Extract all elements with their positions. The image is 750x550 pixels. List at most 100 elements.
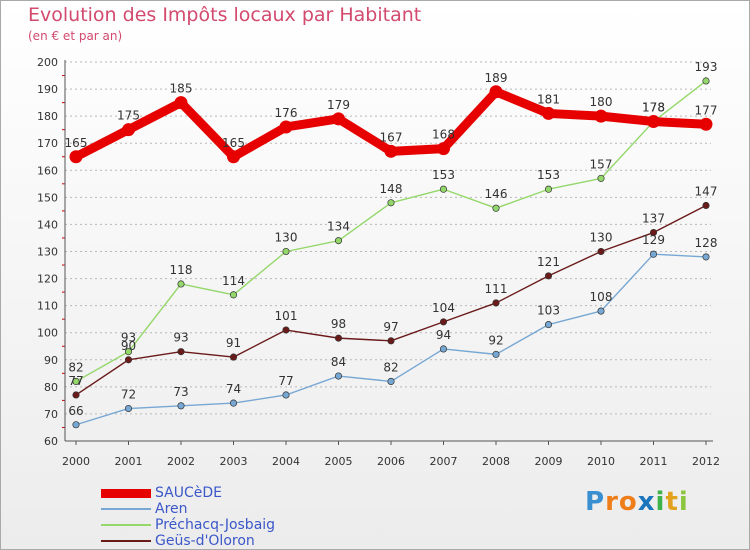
data-point [649, 229, 658, 237]
data-point [437, 142, 450, 156]
data-point [544, 185, 553, 193]
data-label: 103 [537, 304, 560, 318]
data-point [489, 85, 503, 99]
x-tick-label: 2001 [115, 455, 143, 468]
x-tick-label: 2010 [587, 455, 615, 468]
data-label: 129 [642, 233, 665, 247]
data-label: 178 [642, 101, 665, 115]
data-label: 97 [383, 320, 398, 334]
data-label: 167 [380, 130, 403, 144]
y-tick-label: 130 [37, 246, 58, 259]
data-point [439, 345, 448, 353]
chart-subtitle: (en € et par an) [28, 29, 123, 43]
data-label: 137 [642, 212, 665, 226]
data-label: 130 [590, 231, 613, 245]
data-point [649, 250, 658, 258]
data-point [492, 299, 500, 307]
data-point [122, 123, 135, 137]
data-point [332, 112, 345, 126]
data-point [72, 421, 80, 429]
data-label: 168 [432, 128, 455, 142]
x-tick-label: 2003 [220, 455, 248, 468]
data-label: 147 [695, 184, 718, 198]
data-point [282, 326, 290, 334]
data-point [124, 348, 133, 356]
data-point [229, 399, 238, 407]
data-point [439, 318, 448, 326]
data-point [334, 237, 343, 245]
data-point [544, 272, 553, 280]
data-label: 165 [65, 136, 88, 150]
data-point [229, 291, 238, 299]
data-point [439, 185, 448, 193]
proxiti-logo: Proxiti [585, 487, 689, 517]
data-point [177, 280, 185, 288]
legend-item-saucede: SAUCèDE [101, 485, 275, 501]
legend-item-aren: Aren [101, 501, 275, 517]
logo-letter: r [605, 487, 619, 517]
x-tick-label: 2012 [692, 455, 720, 468]
data-label: 189 [485, 71, 508, 85]
x-tick-label: 2007 [430, 455, 458, 468]
logo-letter: i [678, 487, 689, 517]
data-point [699, 117, 713, 131]
legend-swatch [101, 508, 151, 510]
y-tick-label: 140 [37, 218, 58, 231]
data-point [69, 150, 83, 164]
data-label: 118 [170, 263, 193, 277]
data-label: 175 [117, 109, 140, 123]
data-point [282, 247, 290, 256]
data-label: 153 [432, 168, 455, 182]
y-tick-label: 150 [37, 191, 58, 204]
data-point [334, 372, 343, 380]
data-label: 98 [331, 317, 346, 331]
y-tick-label: 180 [37, 110, 58, 123]
data-label: 179 [327, 98, 350, 112]
logo-letter: P [585, 487, 606, 517]
y-tick-label: 110 [37, 300, 58, 313]
data-label: 157 [590, 157, 613, 171]
data-label: 180 [590, 95, 613, 109]
y-tick-label: 190 [37, 83, 58, 96]
data-label: 84 [331, 355, 346, 369]
legend-label: SAUCèDE [155, 485, 222, 501]
data-label: 77 [68, 374, 83, 388]
data-point [387, 199, 395, 207]
x-tick-label: 2004 [272, 455, 300, 468]
data-point [279, 120, 293, 134]
data-label: 93 [173, 331, 188, 345]
data-label: 94 [436, 328, 451, 342]
data-point [124, 404, 133, 413]
data-label: 185 [170, 82, 193, 96]
data-point [384, 144, 398, 158]
legend-swatch [101, 524, 151, 526]
legend: SAUCèDE Aren Préchacq-Josbaig Geüs-d'Olo… [101, 485, 275, 549]
legend-swatch [101, 540, 151, 542]
data-point [597, 307, 605, 315]
logo-letter: x [637, 487, 656, 517]
data-label: 104 [432, 301, 455, 315]
legend-label: Geüs-d'Oloron [155, 533, 255, 549]
data-point [594, 109, 608, 123]
data-label: 146 [485, 187, 508, 201]
x-tick-label: 2005 [325, 455, 353, 468]
data-label: 93 [121, 331, 136, 345]
x-tick-label: 2002 [167, 455, 195, 468]
x-tick-label: 2006 [377, 455, 405, 468]
y-tick-label: 100 [37, 327, 58, 340]
x-tick-label: 2000 [62, 455, 90, 468]
x-tick-label: 2009 [535, 455, 563, 468]
data-label: 177 [695, 103, 718, 117]
data-point [387, 377, 395, 385]
data-label: 128 [695, 236, 718, 250]
data-label: 101 [275, 309, 298, 323]
data-point [177, 402, 185, 410]
data-label: 73 [173, 385, 188, 399]
data-label: 176 [275, 106, 298, 120]
data-point [227, 150, 240, 164]
data-label: 165 [222, 136, 245, 150]
legend-swatch [101, 488, 151, 498]
y-tick-label: 70 [44, 408, 58, 421]
